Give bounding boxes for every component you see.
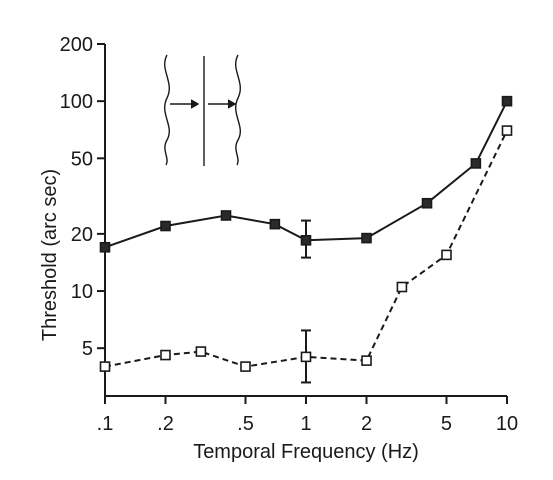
moving-wavy-line-stimulus-icon: [164, 54, 241, 166]
data-point-open-square: [195, 346, 207, 357]
y-ticks: 5 10 20 50 100 200: [60, 34, 105, 360]
y-tick-label: 20: [71, 224, 93, 246]
data-point-filled-square: [361, 232, 372, 244]
series-layer: [99, 95, 513, 384]
data-point-filled-square: [300, 235, 312, 246]
data-point-filled-square: [269, 218, 281, 230]
x-axis-title: Temporal Frequency (Hz): [193, 441, 419, 463]
data-point-open-square: [396, 281, 408, 293]
x-tick-label: 5: [441, 413, 452, 435]
y-tick-label: 100: [60, 91, 93, 113]
data-point-open-square: [240, 361, 251, 372]
data-point-filled-square: [220, 210, 232, 221]
x-tick-label: .5: [237, 413, 254, 435]
x-tick-label: 1: [300, 413, 311, 435]
y-tick-label: 50: [71, 148, 93, 170]
data-point-filled-square: [99, 241, 111, 253]
data-point-filled-square: [501, 95, 513, 107]
x-tick-label: 10: [496, 413, 518, 435]
series-1: [99, 95, 513, 259]
data-point-open-square: [300, 351, 312, 363]
data-point-open-square: [99, 361, 111, 372]
data-point-filled-square: [470, 158, 482, 169]
data-point-filled-square: [421, 197, 433, 209]
y-axis-title: Threshold (arc sec): [39, 169, 61, 341]
data-point-open-square: [441, 249, 452, 261]
data-point-open-square: [501, 125, 513, 136]
x-ticks: .1 .2 .5 1 2 5 10: [97, 396, 518, 435]
series-2: [99, 125, 513, 384]
y-tick-label: 5: [82, 338, 93, 360]
y-tick-label: 200: [60, 34, 93, 56]
x-tick-label: .1: [97, 413, 114, 435]
x-tick-label: .2: [157, 413, 174, 435]
data-point-open-square: [361, 355, 372, 366]
y-tick-label: 10: [71, 281, 93, 303]
data-point-open-square: [160, 349, 171, 361]
x-tick-label: 2: [361, 413, 372, 435]
data-point-filled-square: [160, 220, 171, 232]
